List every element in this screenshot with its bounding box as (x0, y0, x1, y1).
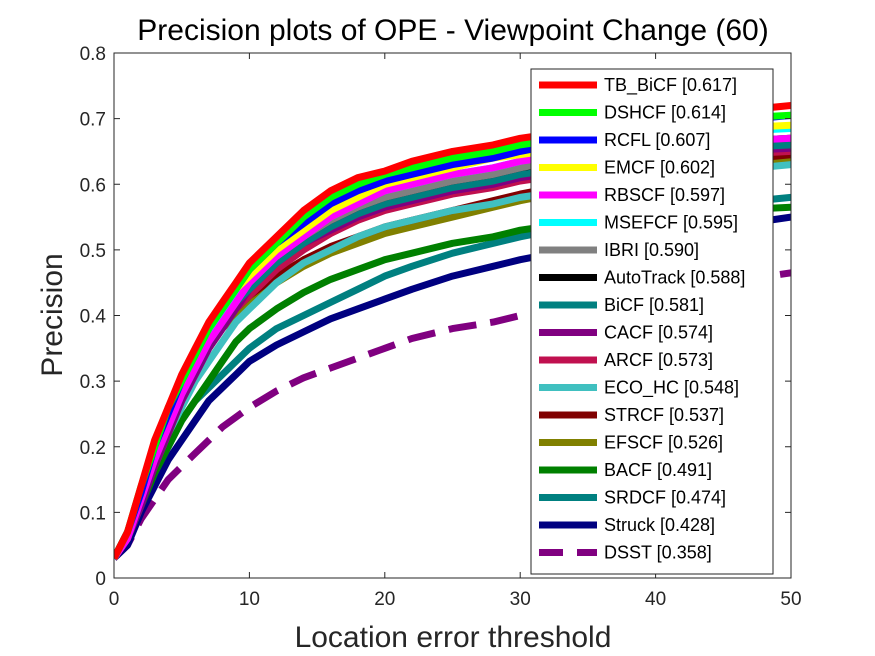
y-tick-label-6: 0.6 (80, 175, 106, 196)
legend-label-12: STRCF [0.537] (604, 405, 724, 425)
y-tick-label-2: 0.2 (80, 438, 106, 459)
y-tick-label-5: 0.5 (80, 241, 106, 262)
y-tick-label-0: 0 (95, 569, 106, 590)
legend-label-16: Struck [0.428] (604, 515, 715, 535)
legend-label-1: DSHCF [0.614] (604, 103, 726, 123)
y-tick-label-7: 0.7 (80, 110, 106, 131)
x-tick-label-1: 10 (239, 589, 260, 610)
y-tick-label-8: 0.8 (80, 44, 106, 65)
x-axis-label: Location error threshold (295, 621, 612, 654)
x-tick-label-0: 0 (109, 589, 120, 610)
legend-label-3: EMCF [0.602] (604, 158, 715, 178)
legend-label-9: CACF [0.574] (604, 323, 713, 343)
legend-label-15: SRDCF [0.474] (604, 488, 726, 508)
legend: TB_BiCF [0.617] DSHCF [0.614] RCFL [0.607]… (530, 68, 774, 575)
legend-label-0: TB_BiCF [0.617] (604, 75, 737, 96)
legend-label-2: RCFL [0.607] (604, 130, 710, 150)
legend-label-11: ECO_HC [0.548] (604, 378, 739, 399)
y-axis-label: Precision (36, 253, 69, 376)
x-tick-label-4: 40 (645, 589, 666, 610)
y-axis-ticks: 0 0.1 0.2 0.3 0.4 0.5 0.6 0.7 0.8 (80, 44, 791, 590)
legend-label-10: ARCF [0.573] (604, 350, 713, 370)
legend-box (530, 68, 774, 575)
legend-label-14: BACF [0.491] (604, 460, 712, 480)
legend-label-7: AutoTrack [0.588] (604, 268, 745, 288)
x-tick-label-2: 20 (374, 589, 395, 610)
legend-label-5: MSEFCF [0.595] (604, 213, 738, 233)
legend-label-13: EFSCF [0.526] (604, 433, 723, 453)
legend-label-6: IBRI [0.590] (604, 240, 699, 260)
legend-label-8: BiCF [0.581] (604, 295, 704, 315)
x-tick-label-5: 50 (780, 589, 801, 610)
legend-label-17: DSST [0.358] (604, 543, 712, 563)
y-tick-label-1: 0.1 (80, 503, 106, 524)
x-axis-ticks: 0 10 20 30 40 50 (109, 53, 802, 610)
chart-title: Precision plots of OPE - Viewpoint Chang… (137, 14, 768, 47)
y-tick-label-3: 0.3 (80, 372, 106, 393)
legend-label-4: RBSCF [0.597] (604, 185, 725, 205)
x-tick-label-3: 30 (510, 589, 531, 610)
y-tick-label-4: 0.4 (80, 307, 107, 328)
